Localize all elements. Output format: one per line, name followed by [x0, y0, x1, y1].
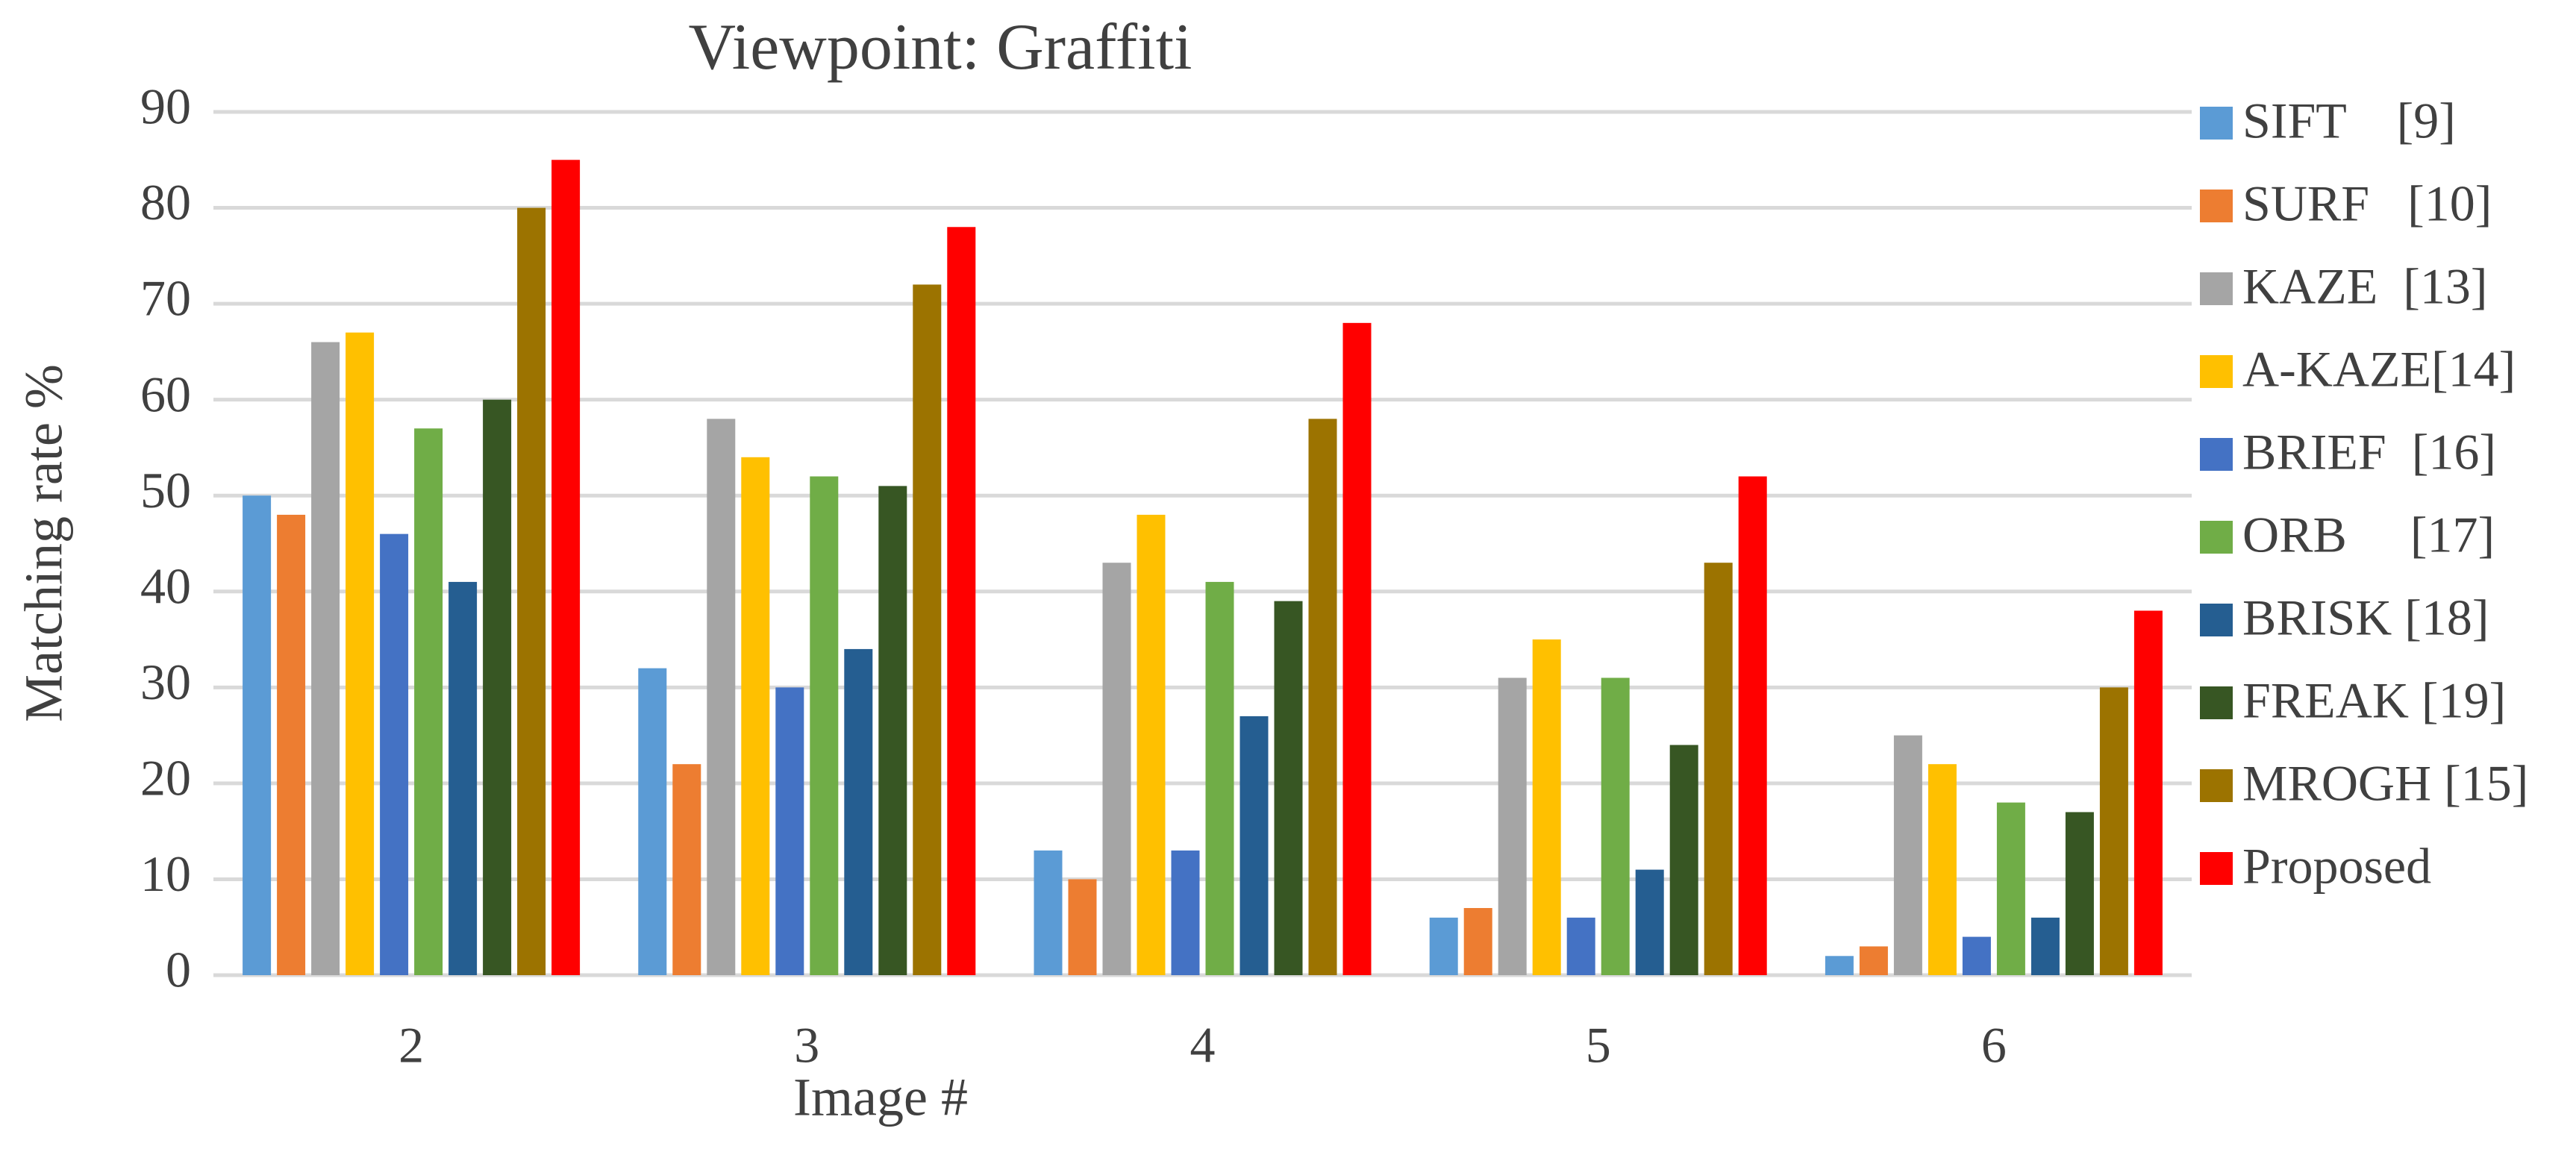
legend-label: ORB [17]: [2242, 507, 2495, 563]
legend-label: MROGH [15]: [2242, 755, 2528, 812]
y-axis-title: Matching rate %: [14, 364, 74, 722]
bar: [311, 342, 340, 975]
legend-swatch: [2200, 686, 2233, 719]
bar: [448, 581, 478, 975]
y-tick-label: 70: [140, 270, 191, 327]
x-axis-title: Image #: [793, 1068, 968, 1127]
legend-label: FREAK [19]: [2242, 672, 2506, 729]
bar: [277, 514, 306, 975]
bar: [380, 533, 409, 975]
bar: [551, 160, 581, 975]
legend-swatch: [2200, 521, 2233, 554]
x-tick-label: 5: [1586, 1017, 1611, 1074]
legend-label: KAZE [13]: [2242, 258, 2488, 315]
bar: [517, 207, 546, 975]
bar: [1274, 601, 1303, 975]
legend-swatch: [2200, 604, 2233, 636]
legend-label: SIFT [9]: [2242, 93, 2456, 149]
bar: [2133, 610, 2163, 975]
bar: [947, 227, 976, 975]
legend-swatch: [2200, 190, 2233, 222]
bar: [1859, 946, 1888, 975]
chart-title: Viewpoint: Graffiti: [689, 11, 1192, 84]
bar: [1928, 764, 1957, 975]
bar: [414, 428, 443, 975]
legend-label: BRISK [18]: [2242, 589, 2489, 646]
bar: [2065, 812, 2094, 975]
bar: [672, 764, 701, 975]
legend-swatch: [2200, 272, 2233, 305]
bar: [1532, 639, 1561, 975]
bar: [1996, 802, 2025, 975]
y-tick-label: 90: [140, 78, 191, 135]
bar: [1566, 917, 1595, 975]
bar: [1102, 563, 1131, 975]
bar: [1239, 716, 1269, 975]
bar: [775, 687, 804, 975]
y-tick-label: 30: [140, 654, 191, 710]
bar: [878, 486, 907, 975]
bar: [1738, 476, 1767, 975]
legend-swatch: [2200, 852, 2233, 885]
legend-label: Proposed: [2242, 838, 2431, 895]
bar: [1429, 917, 1458, 975]
bar: [1463, 908, 1492, 975]
y-tick-label: 60: [140, 366, 191, 422]
bar: [1308, 419, 1337, 975]
y-tick-label: 20: [140, 749, 191, 806]
bar: [483, 399, 512, 975]
y-tick-label: 80: [140, 174, 191, 231]
bar: [1068, 879, 1097, 975]
bar: [1205, 581, 1234, 975]
x-tick-label: 4: [1190, 1017, 1216, 1074]
x-tick-label: 2: [398, 1017, 424, 1074]
bar: [1171, 850, 1200, 975]
bar: [2099, 687, 2128, 975]
bar: [810, 476, 839, 975]
bar: [1601, 677, 1630, 975]
bar: [346, 332, 375, 976]
bar: [1498, 677, 1527, 975]
bar: [1825, 956, 1854, 975]
x-tick-label: 3: [794, 1017, 819, 1074]
y-tick-label: 10: [140, 845, 191, 902]
bar: [1635, 869, 1664, 975]
legend-swatch: [2200, 107, 2233, 140]
bar: [1962, 936, 1991, 975]
legend-swatch: [2200, 355, 2233, 388]
y-tick-label: 40: [140, 557, 191, 614]
x-tick-label: 6: [1981, 1017, 2007, 1074]
legend-swatch: [2200, 438, 2233, 471]
bar: [1893, 735, 1922, 975]
y-tick-label: 50: [140, 462, 191, 519]
bar: [707, 419, 736, 975]
legend-label: BRIEF [16]: [2242, 424, 2496, 480]
bar: [1137, 514, 1166, 975]
bar: [2031, 917, 2060, 975]
legend-label: SURF [10]: [2242, 175, 2492, 232]
legend-swatch: [2200, 769, 2233, 802]
y-tick-label: 0: [166, 942, 191, 998]
legend-label: A-KAZE[14]: [2242, 341, 2516, 398]
bar: [844, 648, 873, 975]
bar: [1342, 322, 1372, 975]
bar: [1034, 850, 1063, 975]
bar: [913, 284, 942, 975]
bar: [638, 668, 667, 975]
bar: [741, 457, 770, 975]
bar: [243, 495, 272, 975]
bar: [1704, 563, 1733, 975]
bar: [1669, 745, 1698, 975]
